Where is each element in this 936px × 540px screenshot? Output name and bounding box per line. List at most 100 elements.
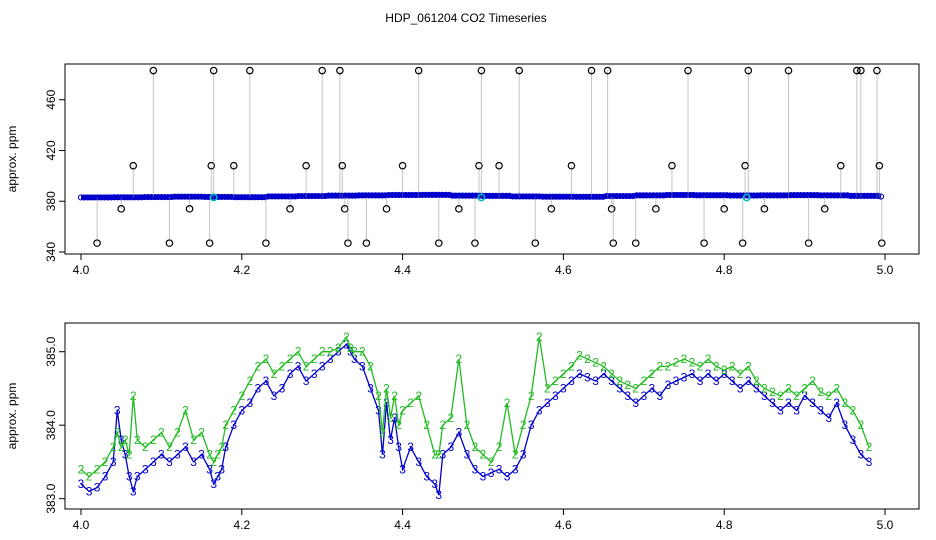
series-point-label: 3 (198, 448, 205, 462)
outlier-point (338, 161, 347, 170)
baseline-point (245, 194, 252, 201)
series-point-label: 3 (584, 370, 591, 384)
baseline-point (399, 191, 406, 199)
baseline-point (328, 192, 336, 199)
baseline-point (569, 193, 577, 200)
series-point-label: 2 (102, 455, 109, 469)
series-point-label: 2 (825, 389, 832, 403)
outlier-point (700, 239, 708, 247)
series-point-label: 2 (263, 352, 270, 366)
series-point-label: 2 (600, 359, 607, 373)
baseline-point (111, 194, 118, 201)
baseline-point (636, 192, 644, 199)
outlier-point (455, 205, 463, 213)
baseline-point (108, 194, 115, 201)
baseline-point (680, 191, 687, 199)
outlier-point (495, 161, 503, 170)
baseline-point (864, 192, 871, 200)
series-point-label: 3 (142, 462, 149, 476)
baseline-point (365, 192, 372, 199)
series-point-label: 2 (295, 345, 302, 359)
baseline-point (359, 192, 366, 199)
baseline-point (446, 191, 453, 198)
outlier-point (875, 161, 884, 170)
baseline-point (325, 192, 332, 199)
x-tick-label: 4.4 (394, 518, 411, 532)
baseline-point (426, 191, 433, 198)
series-point-label: 3 (825, 411, 832, 425)
baseline-point (814, 192, 821, 199)
series-point-label: 3 (769, 396, 776, 410)
x-tick-label: 4.0 (73, 263, 90, 277)
series-point-label: 2 (616, 374, 623, 388)
series-point-label: 3 (295, 359, 302, 373)
baseline-point (218, 193, 225, 201)
series-point-label: 2 (858, 418, 865, 432)
baseline-point (576, 193, 583, 200)
baseline-point (429, 191, 436, 198)
series-point-label: 3 (218, 462, 225, 476)
series-point-label: 3 (407, 440, 414, 454)
baseline-point (144, 193, 152, 201)
series-point-label: 2 (504, 396, 511, 410)
series-point-label: 2 (311, 352, 318, 366)
baseline-point (603, 192, 610, 200)
outlier-point (207, 161, 216, 170)
baseline-point (439, 191, 446, 198)
outlier-point (720, 205, 729, 213)
series-point-label: 3 (858, 448, 865, 462)
baseline-point (737, 192, 744, 199)
baseline-point (851, 192, 858, 200)
series-point-label: 3 (552, 389, 559, 403)
baseline-point (235, 194, 242, 201)
baseline-point (375, 192, 383, 199)
series-point-label: 2 (480, 448, 487, 462)
baseline-point (104, 194, 111, 201)
baseline-point (382, 192, 389, 199)
outlier-point (477, 66, 486, 75)
outlier-point (262, 239, 270, 247)
baseline-point (730, 192, 737, 199)
baseline-point (800, 192, 808, 199)
baseline-point (817, 192, 824, 199)
baseline-point (225, 193, 232, 201)
series-point-label: 2 (737, 367, 744, 381)
baseline-point (660, 192, 667, 199)
baseline-point (533, 193, 540, 200)
series-point-label: 2 (327, 345, 334, 359)
baseline-point (188, 193, 195, 200)
baseline-point (87, 194, 95, 201)
series-point-label: 3 (833, 396, 840, 410)
baseline-point (573, 193, 580, 200)
series-point-label: 2 (78, 462, 85, 476)
series-point-label: 2 (536, 330, 543, 344)
baseline-point (854, 192, 861, 200)
outlier-point (229, 161, 238, 170)
baseline-point (198, 193, 205, 200)
baseline-point (405, 191, 413, 199)
series-point-label: 3 (512, 462, 519, 476)
series-point-label: 2 (347, 341, 354, 355)
outlier-point (784, 66, 793, 75)
series-point-label: 2 (142, 440, 149, 454)
outlier-point (820, 205, 829, 213)
series-point-label: 2 (785, 381, 792, 395)
baseline-point (600, 193, 607, 200)
baseline-point (97, 194, 105, 201)
series-point-label: 2 (689, 356, 696, 370)
outlier-point (336, 66, 344, 75)
series-point-label: 3 (347, 345, 354, 359)
baseline-point (372, 192, 379, 199)
series-point-label: 3 (118, 433, 125, 447)
outlier-point (515, 66, 523, 75)
baseline-point (492, 192, 500, 200)
series-point-label: 3 (456, 426, 463, 440)
series-point-label: 2 (657, 359, 664, 373)
baseline-point (774, 192, 781, 199)
baseline-point (663, 191, 670, 199)
baseline-point (831, 192, 838, 199)
series-point-label: 3 (190, 455, 197, 469)
outlier-point (362, 239, 371, 247)
baseline-point (703, 192, 711, 199)
series-point-label: 3 (375, 403, 382, 417)
